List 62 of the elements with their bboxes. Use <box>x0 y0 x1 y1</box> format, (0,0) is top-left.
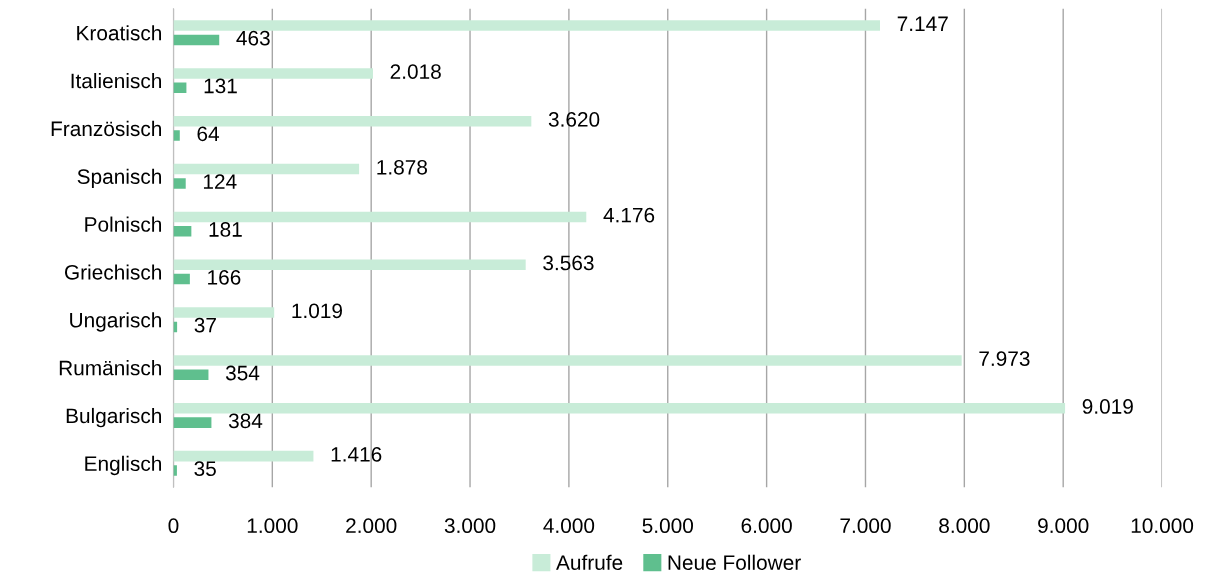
bar <box>173 369 209 381</box>
bar <box>173 417 212 428</box>
y-tick-label: Französisch <box>51 120 161 137</box>
y-tick-label: Ungarisch <box>70 312 161 332</box>
data-label: 7.147 <box>897 16 948 31</box>
data-label: 166 <box>208 269 241 285</box>
x-tick-label: 9.000 <box>1038 518 1089 534</box>
data-label: 64 <box>197 126 220 142</box>
bar <box>173 403 1066 414</box>
x-tick-label: 5.000 <box>642 518 694 534</box>
x-tick-label: 6.000 <box>741 518 792 534</box>
data-label: 1.878 <box>377 159 428 175</box>
bar <box>173 20 881 31</box>
bar <box>173 68 373 79</box>
bar <box>173 259 526 271</box>
y-tick-label: Spanisch <box>77 168 161 189</box>
y-tick-label: Kroatisch <box>77 25 161 41</box>
bar <box>173 130 180 141</box>
x-tick-label: 3.000 <box>444 518 496 534</box>
data-label: 181 <box>209 222 242 237</box>
data-label: 4.176 <box>603 207 655 223</box>
bar <box>173 211 587 223</box>
y-tick-label: Englisch <box>85 455 161 476</box>
y-tick-label: Bulgarisch <box>66 407 161 428</box>
bar <box>173 273 190 285</box>
bar <box>173 163 360 175</box>
x-tick-label: 8.000 <box>939 518 990 534</box>
x-tick-label: 1.000 <box>247 518 298 534</box>
bar <box>173 450 314 462</box>
data-label: 384 <box>228 413 263 429</box>
bar <box>173 178 186 189</box>
x-tick-label: 7.000 <box>840 518 891 534</box>
x-tick-label: 10.000 <box>1131 518 1194 534</box>
data-label: 1.416 <box>331 446 382 462</box>
y-tick-label: Italienisch <box>71 73 161 89</box>
data-label: 35 <box>194 461 216 477</box>
data-label: 37 <box>194 317 216 333</box>
x-tick-label: 0 <box>168 518 179 534</box>
data-label: 124 <box>203 174 237 189</box>
bar <box>173 226 192 237</box>
data-label: 3.563 <box>543 255 594 271</box>
y-tick-label: Griechisch <box>64 264 161 280</box>
bar <box>173 34 220 46</box>
data-label: 354 <box>225 365 260 381</box>
bar <box>173 465 177 476</box>
data-label: 463 <box>236 30 270 46</box>
y-tick-label: Rumänisch <box>59 360 161 376</box>
data-label: 2.018 <box>390 64 441 79</box>
legend-label: Aufrufe <box>556 554 623 570</box>
x-tick-label: 4.000 <box>543 518 595 534</box>
data-label: 3.620 <box>548 112 600 127</box>
data-label: 131 <box>204 78 237 94</box>
bar <box>173 355 962 366</box>
data-label: 7.973 <box>979 351 1030 367</box>
data-label: 9.019 <box>1082 399 1133 414</box>
x-tick-label: 2.000 <box>346 518 397 534</box>
y-tick-label: Polnisch <box>85 216 161 232</box>
bar <box>173 82 187 93</box>
legend-label: Neue Follower <box>668 554 801 570</box>
bar <box>173 307 275 318</box>
data-label: 1.019 <box>292 303 343 319</box>
bar <box>173 115 532 127</box>
